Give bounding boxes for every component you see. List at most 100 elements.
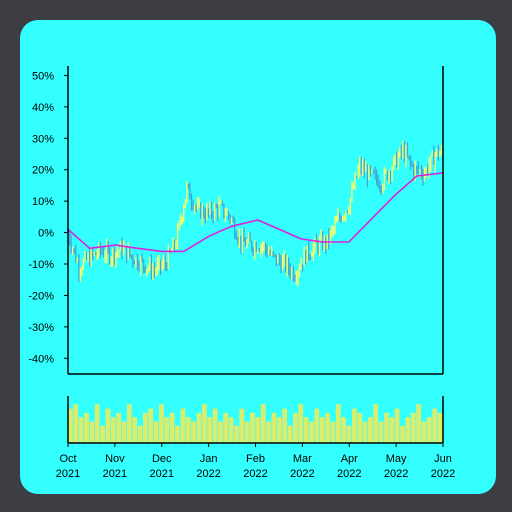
volume-bar: [234, 425, 239, 443]
x-tick-month: Jun: [434, 453, 452, 465]
volume-bar: [137, 425, 143, 443]
volume-bar: [260, 404, 266, 443]
moving-average-line: [67, 172, 444, 253]
volume-bar: [357, 412, 363, 443]
volume-bar: [89, 421, 95, 443]
volume-bar: [180, 408, 186, 443]
volume-bar: [282, 408, 288, 443]
volume-bar: [169, 412, 175, 443]
volume-bar: [73, 404, 79, 443]
volume-bar: [148, 408, 154, 443]
x-tick-year: 2021: [56, 468, 80, 480]
volume-bar: [223, 412, 229, 443]
x-tick-year: 2022: [290, 468, 314, 480]
volume-bar: [293, 412, 298, 443]
volume-bar: [426, 417, 432, 443]
y-tick-label: -40%: [28, 353, 54, 365]
volume-bar: [126, 404, 132, 443]
volume-bar: [100, 425, 105, 443]
volume-bar: [164, 417, 170, 443]
volume-bar: [421, 421, 427, 443]
axes: [67, 66, 444, 444]
volume-bar: [346, 425, 352, 443]
x-tick-year: 2021: [150, 468, 174, 480]
volume-bar: [341, 417, 346, 443]
volume-bar: [266, 421, 271, 443]
y-tick-label: 50%: [32, 70, 54, 82]
volume-bars: [68, 404, 443, 443]
x-tick-month: Apr: [341, 453, 358, 465]
volume-bar: [384, 412, 389, 443]
volume-bar: [250, 412, 255, 443]
volume-bar: [394, 408, 400, 443]
x-tick-month: Feb: [246, 453, 265, 465]
volume-bar: [68, 408, 73, 443]
volume-bar: [432, 408, 438, 443]
y-tick-label: -20%: [28, 290, 54, 302]
x-tick-year: 2022: [337, 468, 361, 480]
volume-bar: [105, 408, 111, 443]
volume-bar: [303, 417, 309, 443]
y-tick-label: -30%: [28, 322, 54, 334]
volume-bar: [276, 417, 282, 443]
volume-bar: [362, 421, 368, 443]
volume-bar: [287, 425, 293, 443]
volume-bar: [335, 404, 341, 443]
x-tick-year: 2021: [103, 468, 127, 480]
volume-bar: [110, 417, 116, 443]
x-tick-month: Nov: [105, 453, 125, 465]
y-tick-labels: 50% 40% 30% 20% 10% 0% -10% -20% -30% -40%: [28, 70, 68, 365]
x-tick-month: Oct: [59, 453, 76, 465]
volume-bar: [201, 404, 207, 443]
volume-bar: [207, 417, 213, 443]
volume-bar: [368, 417, 373, 443]
x-tick-year: 2022: [243, 468, 267, 480]
y-tick-label: 10%: [32, 196, 54, 208]
x-tick-labels: Oct 2021 Nov 2021 Dec 2021 Jan 2022 Feb 2022 Mar 20…: [56, 443, 455, 480]
volume-bar: [255, 417, 261, 443]
volume-bar: [153, 421, 159, 443]
x-tick-year: 2022: [196, 468, 220, 480]
volume-bar: [116, 412, 121, 443]
x-tick-month: Jan: [200, 453, 218, 465]
volume-bar: [196, 412, 202, 443]
x-tick-month: May: [386, 453, 407, 465]
volume-bar: [400, 425, 405, 443]
volume-bar: [159, 404, 164, 443]
y-tick-label: 40%: [32, 102, 54, 114]
candles: [67, 140, 443, 286]
volume-bar: [437, 412, 443, 443]
volume-bar: [218, 421, 223, 443]
volume-bar: [94, 404, 100, 443]
volume-bar: [239, 408, 245, 443]
volume-bar: [132, 417, 138, 443]
volume-bar: [351, 408, 357, 443]
volume-bar: [325, 412, 330, 443]
volume-bar: [175, 425, 180, 443]
x-tick-month: Dec: [152, 453, 172, 465]
volume-bar: [389, 417, 395, 443]
volume-bar: [330, 421, 336, 443]
volume-bar: [378, 421, 384, 443]
y-tick-label: 20%: [32, 165, 54, 177]
volume-bar: [212, 408, 218, 443]
volume-bar: [191, 421, 196, 443]
volume-bar: [298, 404, 304, 443]
x-tick-year: 2022: [384, 468, 408, 480]
x-tick-month: Mar: [293, 453, 312, 465]
volume-bar: [84, 412, 89, 443]
volume-bar: [228, 417, 234, 443]
volume-bar: [309, 421, 314, 443]
y-tick-label: -10%: [28, 259, 54, 271]
y-tick-label: 30%: [32, 133, 54, 145]
y-tick-label: 0%: [38, 228, 54, 240]
volume-bar: [373, 404, 379, 443]
volume-bar: [244, 421, 250, 443]
volume-bar: [185, 417, 191, 443]
volume-bar: [319, 417, 325, 443]
volume-bar: [416, 404, 421, 443]
volume-bar: [410, 412, 416, 443]
volume-bar: [121, 421, 127, 443]
x-tick-year: 2022: [431, 468, 455, 480]
